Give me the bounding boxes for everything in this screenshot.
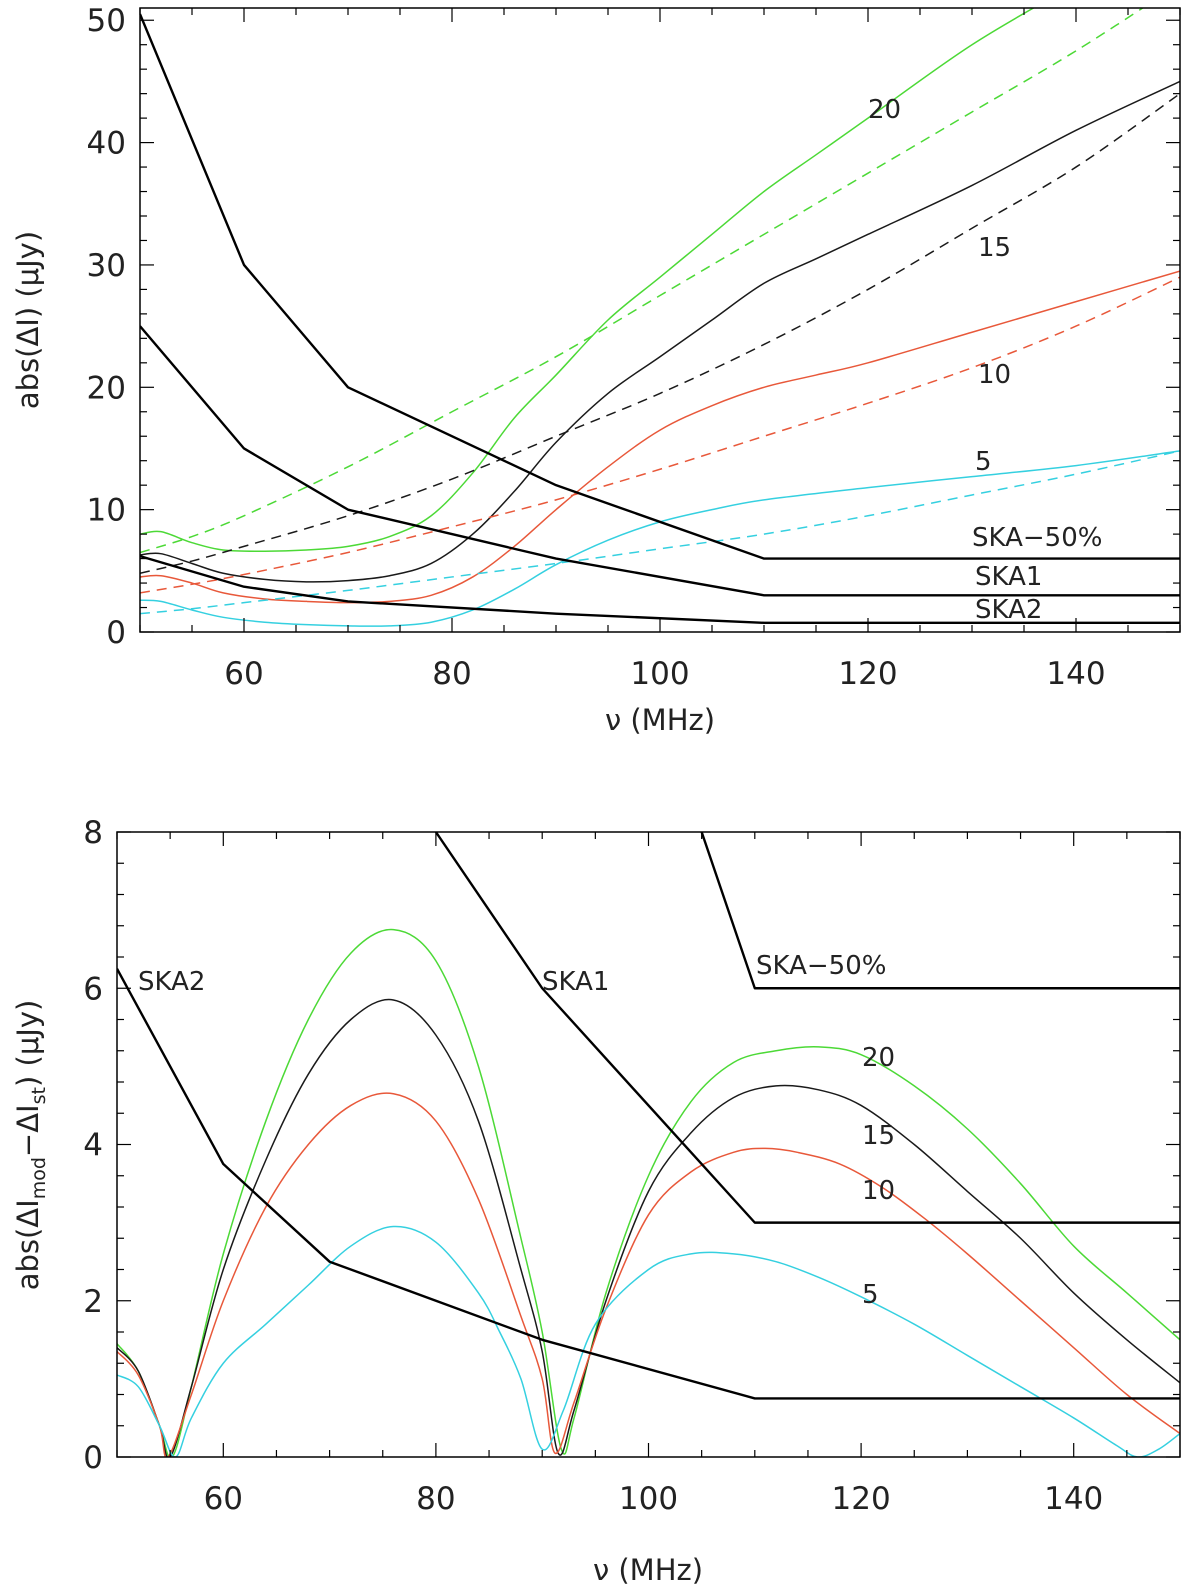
bottom-x-tick-label: 120 xyxy=(832,1481,891,1517)
top-x-tick-label: 80 xyxy=(432,656,471,692)
bottom-y-axis-title: abs(ΔImod−ΔIst) (μJy) xyxy=(11,1000,50,1291)
bottom-x-tick-label: 100 xyxy=(619,1481,678,1517)
top-y-tick-label: 20 xyxy=(87,370,126,406)
top-x-tick-label: 60 xyxy=(224,656,263,692)
top-curve-label-ska2: SKA2 xyxy=(975,595,1042,625)
bottom-chart-panel: 60 80 100 120 140 0 2 4 6 8 20 15 10 5 SKA−50% SKA1 SKA… xyxy=(11,815,1181,1587)
top-series-10 xyxy=(140,270,1180,604)
bottom-series-group xyxy=(117,832,1180,1457)
top-series-5-dashed xyxy=(140,450,1180,615)
bottom-curve-label-5: 5 xyxy=(862,1280,879,1310)
top-curve-label-ska1: SKA1 xyxy=(975,562,1042,592)
bottom-curve-label-15: 15 xyxy=(862,1121,895,1151)
bottom-y-title-st: st xyxy=(28,1087,50,1104)
bottom-x-tick-label: 60 xyxy=(204,1481,243,1517)
bottom-y-tick-label: 0 xyxy=(83,1440,103,1476)
top-curve-label-10: 10 xyxy=(978,360,1011,390)
bottom-series-ska2 xyxy=(117,968,1180,1400)
bottom-y-title-minus: −ΔI xyxy=(11,1104,45,1157)
top-series-ska-50 xyxy=(140,13,1180,560)
top-series-20 xyxy=(140,8,1035,553)
top-series-15 xyxy=(140,80,1180,583)
top-y-tick-label: 30 xyxy=(87,248,126,284)
top-x-tick-label: 100 xyxy=(630,656,689,692)
top-x-tick-label: 140 xyxy=(1046,656,1105,692)
top-curve-label-15: 15 xyxy=(978,233,1011,263)
top-x-tick-label: 120 xyxy=(838,656,897,692)
bottom-curve-label-ska2: SKA2 xyxy=(138,967,205,997)
bottom-curve-label-20: 20 xyxy=(862,1043,895,1073)
bottom-axis-ticks: 60 80 100 120 140 0 2 4 6 8 xyxy=(83,815,1181,1517)
top-curve-label-5: 5 xyxy=(975,447,992,477)
bottom-series-ska-50 xyxy=(700,832,1180,990)
top-series-ska2 xyxy=(140,554,1180,625)
top-series-15-dashed xyxy=(140,93,1180,575)
top-curve-label-ska-50: SKA−50% xyxy=(972,523,1102,553)
bottom-x-tick-label: 80 xyxy=(416,1481,455,1517)
bottom-y-title-abs: abs(ΔI xyxy=(11,1199,45,1290)
bottom-curve-labels: 20 15 10 5 SKA−50% SKA1 SKA2 xyxy=(138,951,895,1310)
top-y-tick-label: 40 xyxy=(87,126,126,162)
top-y-tick-label: 50 xyxy=(87,3,126,39)
top-x-axis-title: ν (MHz) xyxy=(605,703,715,737)
top-y-tick-label: 0 xyxy=(106,615,126,651)
top-series-10-dashed xyxy=(140,276,1180,594)
bottom-series-ska1 xyxy=(434,832,1180,1224)
bottom-x-axis-title: ν (MHz) xyxy=(593,1553,703,1587)
bottom-y-title-units: ) (μJy) xyxy=(11,1000,45,1087)
bottom-y-tick-label: 2 xyxy=(83,1284,103,1320)
bottom-y-tick-label: 8 xyxy=(83,815,103,851)
bottom-curve-label-ska-50: SKA−50% xyxy=(756,951,886,981)
bottom-y-tick-label: 4 xyxy=(83,1128,103,1164)
top-y-axis-title: abs(ΔI) (μJy) xyxy=(11,231,45,409)
top-series-group xyxy=(140,8,1180,627)
bottom-series-15 xyxy=(117,998,1180,1457)
bottom-y-title-mod: mod xyxy=(28,1157,50,1199)
top-chart-panel: 60 80 100 120 140 0 10 20 30 40 50 20 15 10 5 SKA−50% S… xyxy=(11,3,1181,737)
bottom-plot-frame xyxy=(116,831,1181,1458)
top-series-ska1 xyxy=(140,325,1180,597)
top-axis-ticks: 60 80 100 120 140 0 10 20 30 40 50 xyxy=(87,3,1181,692)
top-y-tick-label: 10 xyxy=(87,493,126,529)
bottom-curve-label-ska1: SKA1 xyxy=(542,967,609,997)
bottom-series-20 xyxy=(117,928,1180,1457)
bottom-y-tick-label: 6 xyxy=(83,971,103,1007)
bottom-series-5 xyxy=(117,1225,1180,1457)
top-curve-label-20: 20 xyxy=(868,95,901,125)
bottom-series-10 xyxy=(117,1092,1180,1457)
bottom-x-tick-label: 140 xyxy=(1044,1481,1103,1517)
top-series-20-dashed xyxy=(140,8,1145,554)
top-series-5 xyxy=(140,450,1180,627)
bottom-curve-label-10: 10 xyxy=(862,1176,895,1206)
